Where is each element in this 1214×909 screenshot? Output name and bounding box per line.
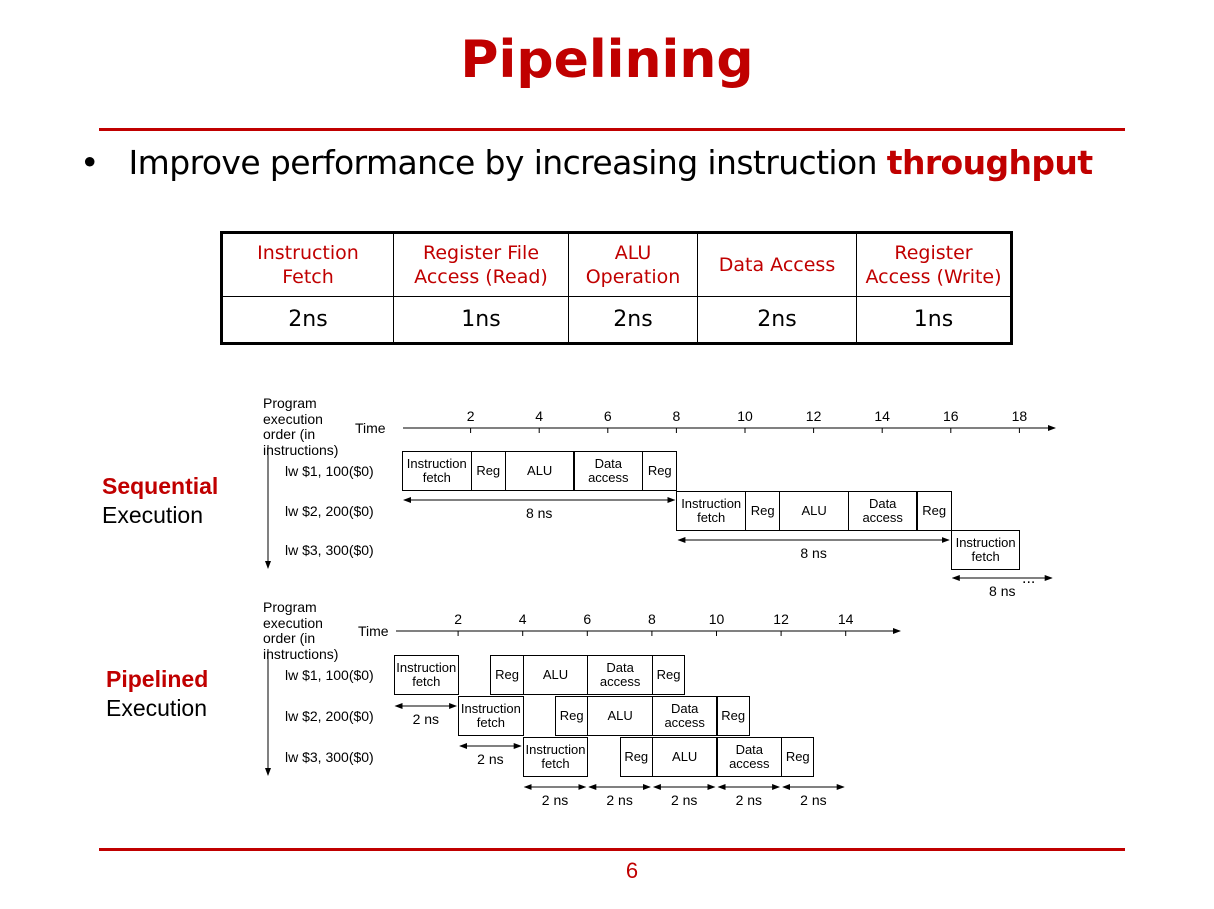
duration-label: 8 ns	[800, 545, 827, 561]
tick-label: 6	[583, 611, 592, 627]
tick-label: 8	[672, 408, 681, 424]
duration-label: 2 ns	[800, 792, 827, 808]
duration-label: 2 ns	[412, 711, 440, 727]
stage-box: Instruction fetch	[402, 451, 472, 491]
stage-box: Reg	[555, 696, 589, 736]
stage-box: Reg	[470, 451, 506, 491]
duration-label: 2 ns	[606, 792, 633, 808]
stage-box: Reg	[651, 655, 686, 695]
duration-label: 8 ns	[989, 583, 1016, 599]
stage-box: ALU	[587, 696, 653, 736]
instruction: lw $3, 300($0)	[285, 542, 374, 558]
instruction: lw $1, 100($0)	[285, 463, 374, 479]
tick-label: 8	[647, 611, 656, 627]
header-cell: ALU Operation	[568, 232, 698, 297]
stage-box: Data access	[573, 451, 644, 491]
tick-label: 16	[943, 408, 959, 424]
stage-box: Instruction fetch	[522, 737, 589, 777]
bullet-emphasis: throughput	[886, 143, 1093, 182]
tick-label: 10	[737, 408, 753, 424]
cell: 1ns	[856, 296, 1012, 344]
footer-rule	[99, 848, 1125, 851]
stage-box: Instruction fetch	[393, 655, 460, 695]
page-number: 6	[625, 858, 639, 883]
table-header: Instruction Fetch Register File Access (…	[221, 232, 1012, 297]
cell: 2ns	[697, 296, 857, 344]
stage-box: Reg	[642, 451, 678, 491]
tick-label: 18	[1011, 408, 1028, 424]
stage-box: Data access	[716, 737, 783, 777]
stage-box: Reg	[490, 655, 524, 695]
section-label: Sequential Execution	[102, 472, 218, 530]
duration-label: 8 ns	[525, 505, 553, 521]
section-subtitle: Execution	[106, 695, 208, 721]
ellipsis: ...	[1022, 570, 1036, 587]
cell: 2ns	[221, 296, 394, 344]
bullet: • Improve performance by increasing inst…	[80, 143, 1093, 182]
header-cell: Register Access (Write)	[856, 232, 1012, 297]
instruction: lw $1, 100($0)	[285, 667, 374, 683]
tick-label: 2	[454, 611, 462, 627]
section-title: Sequential	[102, 473, 219, 499]
instruction: lw $2, 200($0)	[285, 708, 374, 724]
stage-box: Reg	[781, 737, 815, 777]
cell: 2ns	[568, 296, 698, 344]
time-label: Time	[358, 623, 389, 639]
stage-box: Reg	[619, 737, 653, 777]
table-row: 2ns 1ns 2ns 2ns 1ns	[221, 296, 1012, 344]
order-label: Program execution order (in instructions…	[263, 599, 339, 662]
stage-box: Data access	[847, 491, 918, 531]
stage-box: Instruction fetch	[458, 696, 524, 736]
order-label: Program execution order (in instructions…	[263, 395, 339, 458]
time-label: Time	[355, 420, 386, 436]
stage-box: ALU	[504, 451, 575, 491]
section-title: Pipelined	[106, 666, 209, 692]
section-subtitle: Execution	[102, 502, 204, 528]
duration-label: 2 ns	[477, 751, 504, 767]
duration-label: 2 ns	[735, 792, 763, 808]
stage-box: ALU	[779, 491, 849, 531]
tick-label: 6	[603, 408, 612, 424]
header-cell: Data Access	[697, 232, 857, 297]
stage-box: ALU	[522, 655, 589, 695]
stage-box: Reg	[716, 696, 750, 736]
stage-box: Reg	[745, 491, 781, 531]
tick-label: 14	[837, 611, 854, 627]
header-cell: Instruction Fetch	[221, 232, 394, 297]
tick-label: 14	[874, 408, 890, 424]
tick-label: 10	[708, 611, 725, 627]
tick-label: 12	[805, 408, 822, 424]
stage-box: Data access	[587, 655, 653, 695]
cell: 1ns	[393, 296, 569, 344]
stage-box: Instruction fetch	[676, 491, 746, 531]
tick-label: 12	[773, 611, 789, 627]
stage-box: ALU	[651, 737, 718, 777]
instruction: lw $3, 300($0)	[285, 749, 374, 765]
stage-box: Data access	[651, 696, 718, 736]
duration-label: 2 ns	[670, 792, 698, 808]
stage-table: Instruction Fetch Register File Access (…	[220, 231, 1013, 345]
duration-label: 2 ns	[541, 792, 569, 808]
header-cell: Register File Access (Read)	[393, 232, 569, 297]
slide-title: Pipelining	[460, 30, 754, 90]
stage-box: Reg	[916, 491, 952, 531]
tick-label: 2	[466, 408, 475, 424]
title-rule	[99, 128, 1125, 131]
tick-label: 4	[535, 408, 544, 424]
tick-label: 4	[518, 611, 527, 627]
bullet-text: Improve performance by increasing instru…	[128, 143, 878, 182]
stage-box: Instruction fetch	[950, 530, 1021, 570]
section-label: Pipelined Execution	[106, 665, 208, 723]
instruction: lw $2, 200($0)	[285, 503, 374, 519]
